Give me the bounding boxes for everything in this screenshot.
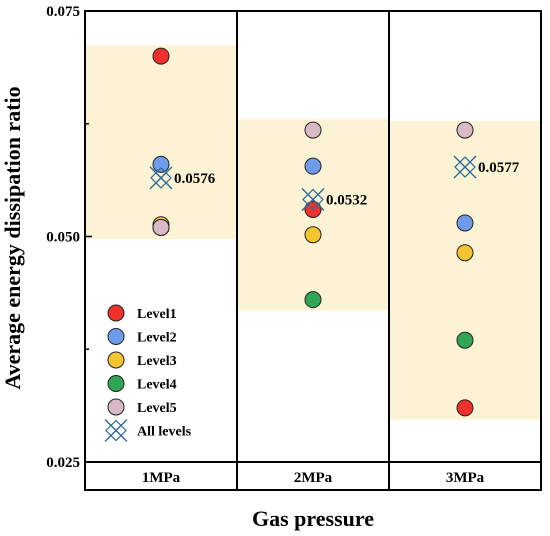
mean-value-label: 0.0532	[326, 193, 367, 209]
legend-label: Level1	[137, 307, 177, 322]
point-level4	[456, 331, 474, 349]
x-axis-title: Gas pressure	[252, 506, 374, 531]
y-axis-title: Average energy dissipation ratio	[0, 86, 25, 389]
point-level5	[304, 121, 322, 139]
legend-label: Level2	[137, 331, 177, 346]
plot-border	[84, 10, 542, 491]
point-all-levels	[301, 188, 325, 212]
x-axis: 1MPa 2MPa 3MPa	[142, 470, 485, 486]
point-level2	[304, 157, 322, 175]
x-category-label: 2MPa	[294, 470, 333, 486]
point-level3	[304, 226, 322, 244]
point-level1	[152, 47, 170, 65]
data-points	[149, 47, 477, 417]
point-all-levels	[149, 166, 173, 190]
point-level5	[456, 121, 474, 139]
point-level2	[456, 214, 474, 232]
legend-label: All levels	[137, 425, 192, 440]
x-category-label: 1MPa	[142, 470, 181, 486]
legend-marker-level2	[107, 328, 125, 345]
y-tick-label: 0.050	[46, 230, 80, 246]
y-tick-label: 0.075	[46, 4, 80, 20]
legend-marker-level4	[107, 375, 125, 392]
data-labels: 0.0576 0.0532 0.0577	[174, 160, 520, 208]
legend-label: Level5	[137, 401, 177, 416]
x-category-label: 3MPa	[446, 470, 485, 486]
plot-frame	[84, 10, 542, 491]
legend-label: Level3	[137, 354, 177, 369]
point-level3	[456, 244, 474, 262]
legend-marker-level1	[107, 304, 125, 322]
legend-marker-level5	[107, 398, 125, 416]
legend-marker-level3	[107, 351, 125, 369]
range-band-1MPa	[86, 45, 236, 240]
legend: Level1 Level2 Level3 Level4 Level5 All levels	[104, 304, 192, 442]
legend-marker-all-levels	[104, 419, 128, 442]
point-level2	[152, 155, 170, 173]
range-band-3MPa	[390, 121, 540, 420]
point-level5	[152, 218, 170, 236]
y-tick-label: 0.025	[46, 455, 80, 471]
y-axis: 0.025 0.050 0.075	[46, 4, 92, 471]
point-level4	[304, 291, 322, 309]
point-all-levels	[453, 155, 477, 179]
legend-label: Level4	[137, 378, 177, 393]
point-level1	[456, 399, 474, 417]
mean-value-label: 0.0577	[478, 160, 520, 176]
mean-value-label: 0.0576	[174, 171, 216, 187]
